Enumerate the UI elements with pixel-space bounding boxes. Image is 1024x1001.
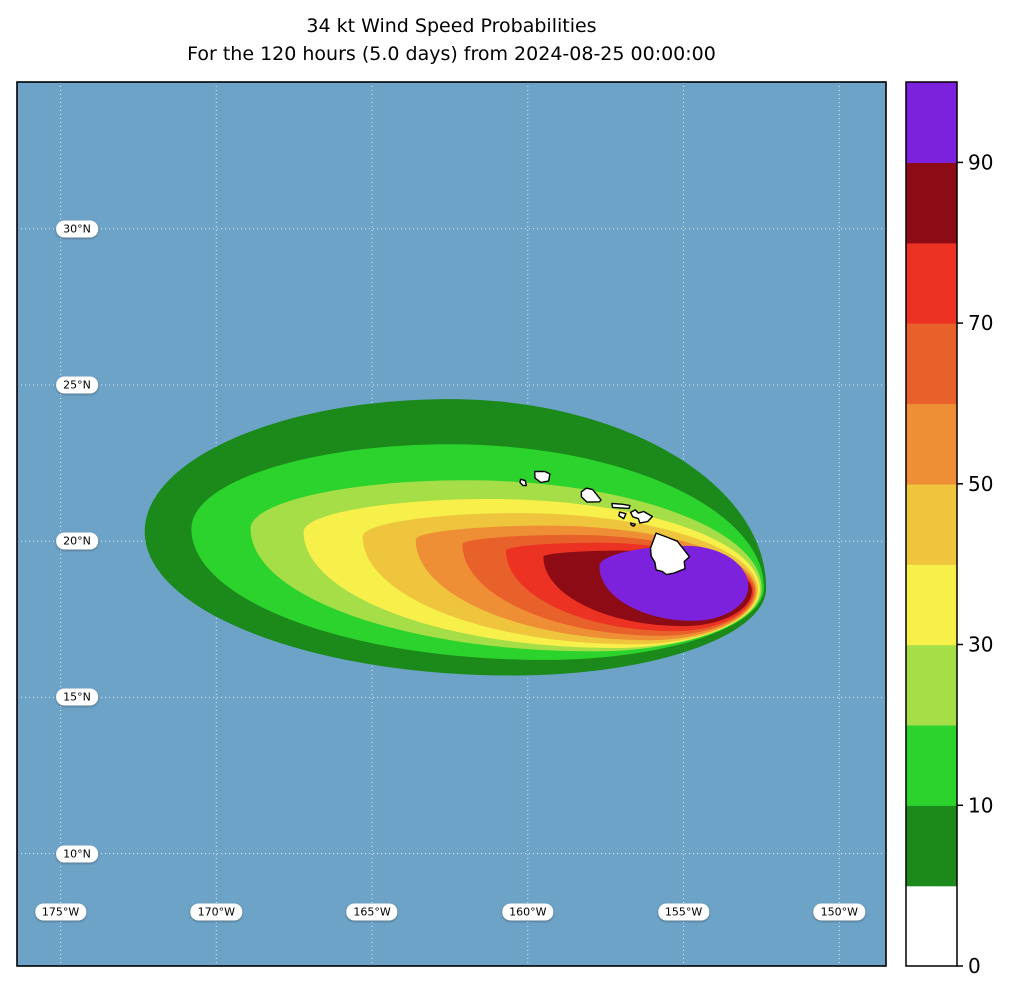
- colorbar-tick-label: 90: [968, 150, 993, 174]
- colorbar-band-60-70: [906, 323, 957, 405]
- island-kauai: [534, 470, 551, 484]
- colorbar-band-20-30: [906, 644, 957, 726]
- colorbar-band-70-80: [906, 242, 957, 324]
- island-lanai: [618, 511, 627, 520]
- colorbar-tick-label: 70: [968, 311, 993, 335]
- island-kahoolawe: [629, 522, 636, 527]
- colorbar-band-5-10: [906, 805, 957, 887]
- island-molokai: [611, 502, 631, 510]
- colorbar-tick-label: 50: [968, 472, 993, 496]
- colorbar-band-30-40: [906, 564, 957, 646]
- chart-title-line2: For the 120 hours (5.0 days) from 2024-0…: [187, 43, 716, 65]
- colorbar-band-90-100: [906, 82, 957, 163]
- colorbar-band-10-20: [906, 724, 957, 806]
- colorbar-border: [905, 81, 958, 967]
- map-border: [16, 81, 887, 967]
- colorbar-band-0-5: [906, 885, 957, 967]
- island-hawaii: [649, 532, 691, 576]
- chart-title-line1: 34 kt Wind Speed Probabilities: [306, 15, 597, 37]
- colorbar-band-40-50: [906, 483, 957, 565]
- colorbar-tick-label: 10: [968, 793, 993, 817]
- colorbar-band-50-60: [906, 403, 957, 485]
- island-niihau: [519, 478, 527, 487]
- colorbar-band-80-90: [906, 162, 957, 244]
- chart-title: 34 kt Wind Speed Probabilities For the 1…: [17, 12, 886, 68]
- colorbar-tick-label: 0: [968, 954, 981, 978]
- island-maui: [629, 509, 654, 524]
- colorbar-tick-label: 30: [968, 633, 993, 657]
- island-oahu: [580, 487, 602, 503]
- probability-contour-90: [599, 545, 749, 621]
